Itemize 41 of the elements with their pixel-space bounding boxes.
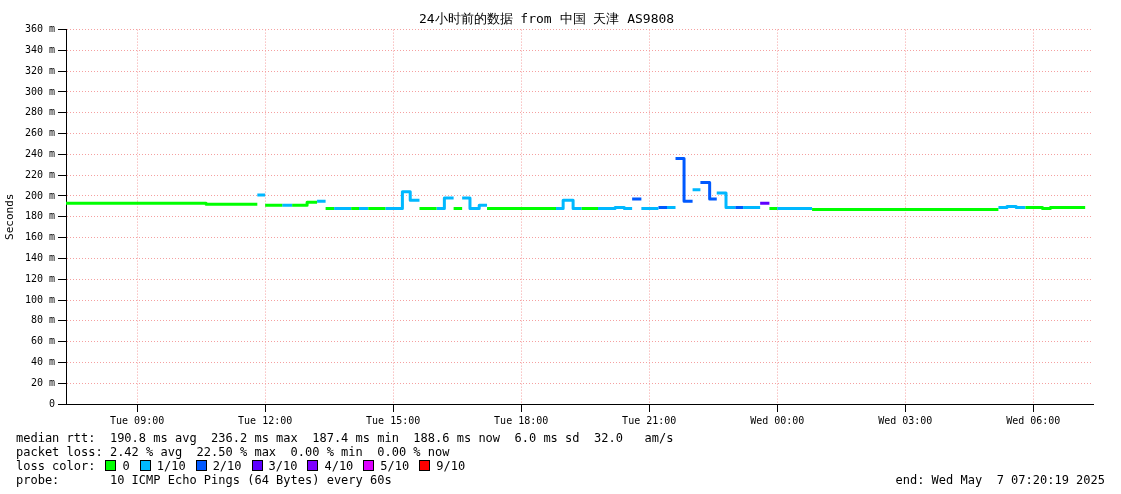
y-tick-label: 20 m xyxy=(30,376,55,388)
legend-label: 3/10 xyxy=(268,459,298,473)
legend-label: 0 xyxy=(122,459,130,473)
y-tick-label: 120 m xyxy=(24,272,55,284)
text: end: Wed May 7 07:20:19 2025 xyxy=(895,473,1105,487)
x-tick-label: Tue 09:00 xyxy=(110,414,165,426)
y-tick-label: 100 m xyxy=(24,293,55,305)
legend-label: 1/10 xyxy=(156,459,186,473)
y-tick-label: 160 m xyxy=(24,231,55,243)
y-tick-label: 200 m xyxy=(24,189,55,201)
y-tick-label: 240 m xyxy=(24,147,55,159)
y-axis-title: Seconds xyxy=(3,193,17,240)
x-tick-label: Tue 18:00 xyxy=(494,414,549,426)
y-tick-label: 60 m xyxy=(30,335,55,347)
x-tick-label: Wed 03:00 xyxy=(878,414,933,426)
y-tick-label: 180 m xyxy=(24,210,55,222)
y-tick-label: 140 m xyxy=(24,251,55,263)
y-tick-label: 0 xyxy=(48,397,55,409)
y-tick-label: 40 m xyxy=(30,355,55,367)
y-tick-label: 320 m xyxy=(24,64,55,76)
x-tick-label: Tue 15:00 xyxy=(366,414,421,426)
x-tick-label: Wed 06:00 xyxy=(1006,414,1061,426)
y-tick-label: 340 m xyxy=(24,43,55,55)
y-tick-label: 220 m xyxy=(24,168,55,180)
x-tick-label: Tue 12:00 xyxy=(238,414,293,426)
chart-title: 24小时前的数据 from 中国 天津 AS9808 xyxy=(418,11,675,27)
y-tick-label: 300 m xyxy=(24,85,55,97)
text: packet loss: 2.42 % avg 22.50 % max 0.00 % min 0.00 % now xyxy=(16,445,450,459)
y-tick-label: 360 m xyxy=(24,23,55,35)
legend-label: 4/10 xyxy=(324,459,354,473)
text: median rtt: 190.8 ms avg 236.2 ms max 187.4 ms min 188.6 ms now 6.0 ms sd 32.0 am/s xyxy=(16,431,674,445)
legend-title: loss color: xyxy=(16,459,96,473)
legend-label: 2/10 xyxy=(212,459,242,473)
x-tick-label: Wed 00:00 xyxy=(750,414,805,426)
y-tick-label: 280 m xyxy=(24,106,55,118)
legend-label: 5/10 xyxy=(380,459,410,473)
legend-label: 9/10 xyxy=(436,459,466,473)
x-tick-label: Tue 21:00 xyxy=(622,414,677,426)
y-tick-label: 260 m xyxy=(24,127,55,139)
y-tick-label: 80 m xyxy=(30,314,55,326)
text: probe: 10 ICMP Echo Pings (64 Bytes) every 60s xyxy=(16,473,392,487)
